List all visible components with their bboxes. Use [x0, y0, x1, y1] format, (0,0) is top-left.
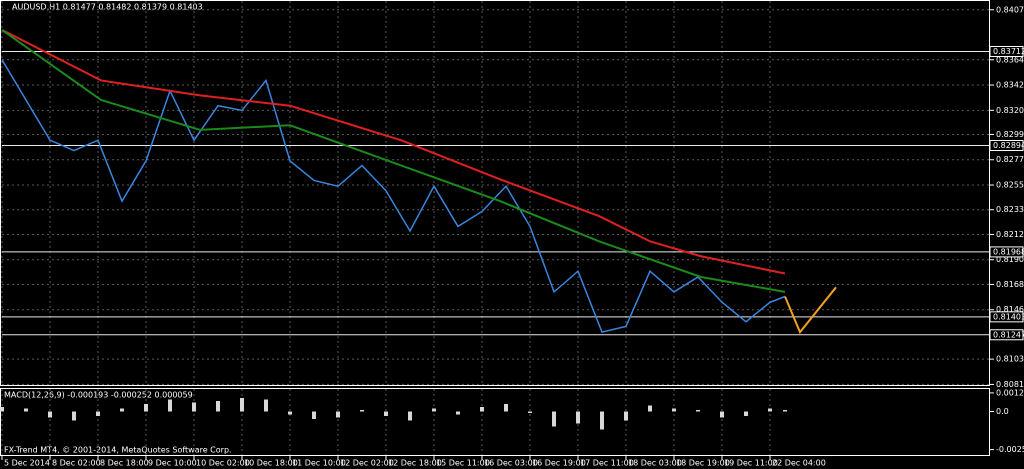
level-box	[989, 246, 1024, 258]
macd-bar	[744, 411, 748, 416]
macd-bar	[528, 411, 532, 413]
x-tick-label: 16 Dec 19:00	[532, 459, 586, 468]
y-tick-label: 0.82335	[996, 205, 1024, 214]
macd-bar	[576, 411, 580, 424]
level-label: 0.81403	[993, 312, 1024, 321]
macd-bar	[168, 399, 172, 412]
macd-bar	[480, 407, 484, 412]
macd-bar	[0, 407, 4, 412]
level-label: 0.81247	[993, 330, 1024, 339]
macd-bar	[408, 411, 412, 421]
x-tick-label: 10 Dec 18:00	[244, 459, 298, 468]
chart-title: AUDUSD,H1 0.81477 0.81482 0.81379 0.8140…	[12, 3, 203, 12]
x-tick-label: 19 Dec 11:00	[724, 459, 778, 468]
macd-bar	[312, 411, 316, 419]
macd-bar	[720, 411, 724, 418]
price-line	[1, 29, 786, 293]
y-tick-label: -0.00254	[996, 445, 1024, 454]
y-tick-label: 0.81465	[996, 305, 1024, 314]
macd-bar	[456, 411, 460, 415]
macd-frame	[0, 388, 990, 456]
x-tick-label: 9 Dec 10:00	[148, 459, 197, 468]
macd-bar	[288, 411, 292, 415]
macd-bar	[432, 408, 436, 412]
y-tick-label: 0.80815	[996, 380, 1024, 389]
x-tick-label: 10 Dec 02:00	[196, 459, 250, 468]
level-box	[989, 139, 1024, 151]
footer: FX-Trend MT4, © 2001-2014, MetaQuotes So…	[4, 446, 232, 455]
macd-bar	[768, 408, 772, 412]
price-line	[1, 28, 786, 275]
x-tick-label: 12 Dec 02:00	[340, 459, 394, 468]
macd-bar	[504, 404, 508, 412]
level-box	[989, 45, 1024, 57]
macd-bar	[48, 411, 52, 418]
macd-bar	[384, 411, 388, 416]
y-tick-label: 0.00124	[996, 388, 1024, 397]
macd-bar	[144, 404, 148, 412]
level-box	[989, 311, 1024, 323]
macd-bar	[120, 408, 124, 412]
x-tick-label: 15 Dec 11:00	[436, 459, 490, 468]
level-label: 0.83712	[993, 47, 1024, 56]
macd-bar	[600, 411, 604, 430]
macd-bar	[216, 401, 220, 412]
macd-bar	[240, 398, 244, 412]
macd-bar	[696, 410, 700, 412]
level-label: 0.82894	[993, 141, 1024, 150]
macd-bar	[96, 411, 100, 416]
x-tick-label: 22 Dec 04:00	[772, 459, 826, 468]
price-line	[784, 286, 837, 335]
y-tick-label: 0.81685	[996, 280, 1024, 289]
y-tick-label: 0.0	[996, 407, 1009, 416]
macd-bar	[552, 411, 556, 427]
x-tick-label: 18 Dec 03:00	[628, 459, 682, 468]
y-tick-label: 0.81035	[996, 355, 1024, 364]
level-label: 0.81968	[993, 247, 1024, 256]
x-tick-label: 8 Dec 02:00	[52, 459, 101, 468]
macd-bar	[192, 402, 196, 412]
x-tick-label: 8 Dec 18:00	[100, 459, 149, 468]
x-tick-label: 5 Dec 2014	[4, 459, 50, 468]
macd-bar	[72, 411, 76, 421]
y-tick-label: 0.84075	[996, 5, 1024, 14]
macd-bar	[648, 405, 652, 412]
x-tick-label: 12 Dec 18:00	[388, 459, 442, 468]
x-tick-label: 17 Dec 11:00	[580, 459, 634, 468]
x-tick-label: 11 Dec 10:00	[292, 459, 346, 468]
macd-bar	[264, 399, 268, 412]
macd-bar	[672, 408, 676, 412]
macd-bar	[783, 410, 787, 412]
macd-bar	[336, 411, 340, 418]
macd-bar	[624, 411, 628, 421]
price-line	[1, 59, 786, 334]
level-box	[989, 329, 1024, 341]
macd-bar	[360, 410, 364, 412]
macd-bar	[24, 408, 28, 412]
x-tick-label: 16 Dec 03:00	[484, 459, 538, 468]
main-frame	[0, 0, 990, 386]
x-tick-label: 18 Dec 19:00	[676, 459, 730, 468]
